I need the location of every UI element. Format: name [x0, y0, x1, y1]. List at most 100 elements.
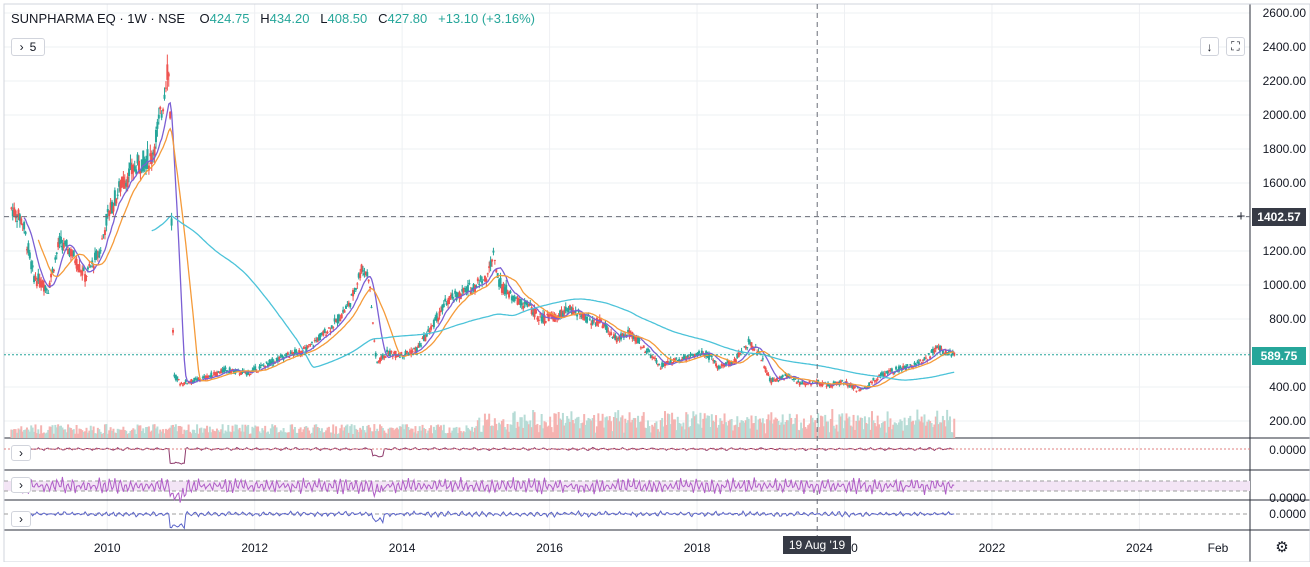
candle-body — [140, 159, 143, 172]
volume-bar — [642, 412, 645, 438]
candle-body — [84, 274, 87, 282]
volume-bar — [824, 414, 827, 438]
volume-bar — [118, 429, 121, 438]
volume-bar — [828, 432, 831, 438]
pane3-expand-button[interactable]: › — [11, 511, 31, 527]
crosshair-plus-icon[interactable]: + — [1236, 207, 1246, 225]
candle-body — [154, 129, 157, 143]
candle-body — [493, 259, 496, 261]
volume-bar — [85, 427, 88, 438]
volume-bar — [269, 428, 272, 438]
volume-bar — [319, 430, 322, 438]
candle-body — [111, 201, 114, 214]
volume-bar — [625, 422, 628, 438]
volume-bar — [94, 433, 97, 438]
volume-bar — [617, 410, 620, 438]
volume-bar — [695, 414, 698, 438]
volume-bar — [508, 431, 511, 438]
volume-bar — [444, 433, 447, 438]
candle-body — [62, 242, 65, 248]
candle-body — [841, 380, 844, 382]
candle-body — [173, 374, 176, 377]
volume-bar — [103, 424, 106, 438]
volume-bar — [386, 433, 389, 438]
candle-body — [519, 299, 522, 305]
candle-body — [529, 302, 532, 306]
candle-body — [432, 320, 435, 328]
candle-body — [683, 355, 686, 359]
indicators-collapse-button[interactable]: › 5 — [11, 38, 45, 56]
candle-body — [35, 280, 38, 287]
volume-bar — [506, 423, 509, 438]
volume-bar — [641, 415, 644, 438]
candle-body — [885, 371, 888, 373]
volume-bar — [889, 418, 892, 438]
volume-bar — [503, 427, 506, 438]
gear-icon[interactable]: ⚙ — [1275, 539, 1289, 556]
volume-bar — [442, 424, 445, 438]
candle-body — [400, 352, 403, 356]
volume-bar — [903, 417, 906, 438]
candle-body — [306, 345, 309, 348]
volume-bar — [181, 433, 184, 438]
candle-body — [517, 298, 520, 303]
volume-bar — [123, 430, 126, 438]
volume-bar — [291, 424, 294, 438]
candle-body — [656, 363, 659, 366]
volume-bar — [312, 427, 315, 438]
candle-body — [305, 347, 308, 353]
candle-body — [379, 357, 382, 363]
candle-body — [102, 234, 105, 236]
symbol-title[interactable]: SUNPHARMA EQ · 1W · NSE — [11, 11, 186, 26]
volume-bar — [173, 426, 176, 438]
pane1-expand-button[interactable]: › — [11, 445, 31, 461]
fullscreen-button[interactable]: ⛶ — [1226, 37, 1245, 56]
volume-bar — [838, 414, 841, 438]
candle-body — [146, 149, 149, 164]
volume-bar — [776, 418, 779, 438]
volume-bar — [574, 418, 577, 438]
volume-bar — [519, 417, 522, 438]
volume-bar — [122, 426, 125, 438]
candle-body — [923, 357, 926, 361]
volume-bar — [878, 424, 881, 438]
volume-bar — [825, 421, 828, 438]
volume-bar — [400, 426, 403, 438]
candle-body — [659, 368, 662, 370]
pane2-expand-button[interactable]: › — [11, 477, 31, 493]
volume-bar — [169, 427, 172, 438]
candle-body — [550, 314, 553, 317]
candle-body — [245, 372, 248, 376]
candle-body — [157, 114, 160, 119]
volume-bar — [342, 430, 345, 438]
volume-bar — [150, 430, 153, 438]
candle-body — [145, 160, 148, 169]
volume-bar — [149, 431, 152, 438]
candle-body — [544, 321, 547, 323]
candle-body — [28, 252, 31, 259]
candle-body — [79, 270, 82, 273]
y-tick-label: 2200.00 — [1263, 74, 1307, 88]
candle-body — [133, 166, 136, 171]
volume-bar — [237, 429, 240, 438]
volume-bar — [557, 412, 560, 438]
volume-bar — [191, 429, 194, 438]
candle-body — [74, 260, 77, 264]
volume-bar — [873, 422, 876, 438]
volume-bar — [931, 427, 934, 438]
volume-bar — [707, 415, 710, 438]
candle-body — [632, 335, 635, 340]
volume-bar — [377, 431, 380, 438]
candle-body — [150, 153, 153, 164]
volume-bar — [475, 426, 478, 438]
candle-body — [235, 369, 238, 373]
volume-bar — [649, 432, 652, 438]
candle-body — [794, 378, 797, 380]
volume-bar — [397, 429, 400, 438]
candle-body — [411, 350, 414, 352]
download-button[interactable]: ↓ — [1200, 37, 1219, 56]
candle-body — [590, 323, 593, 326]
volume-bar — [183, 429, 186, 438]
candle-body — [692, 355, 695, 357]
